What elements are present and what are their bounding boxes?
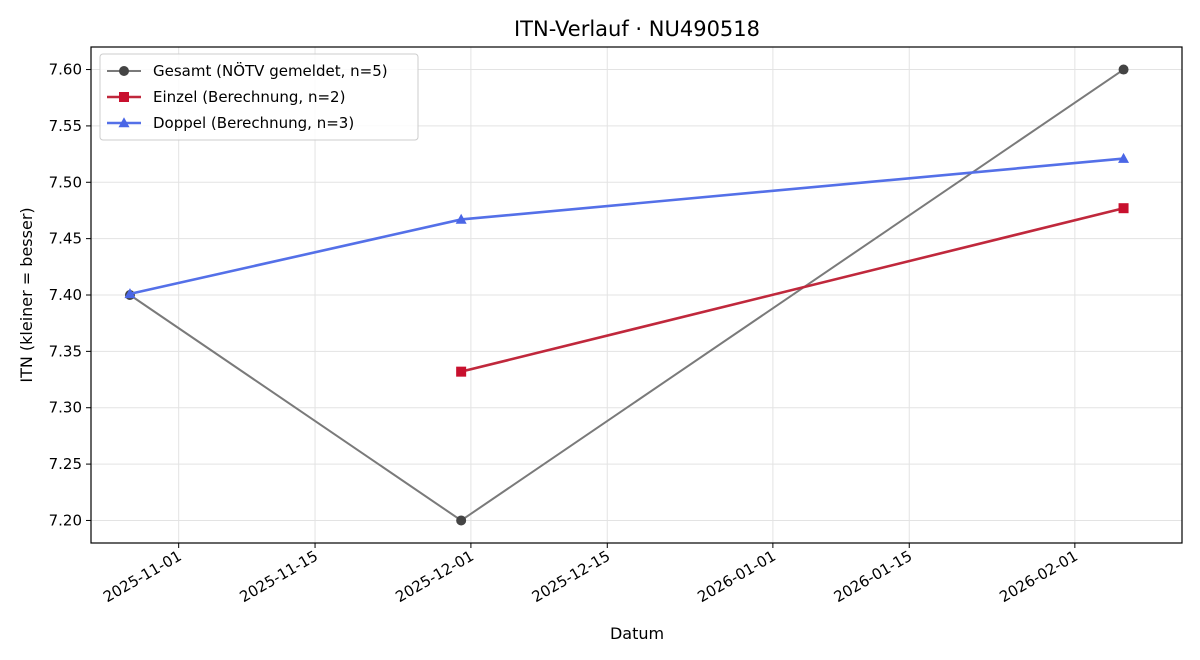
- x-tick-label: 2025-11-15: [237, 547, 322, 606]
- legend-label: Doppel (Berechnung, n=3): [153, 114, 354, 132]
- x-tick-label: 2025-12-15: [529, 547, 614, 606]
- legend-entry: Doppel (Berechnung, n=3): [107, 114, 354, 132]
- y-tick-label: 7.20: [49, 511, 82, 529]
- legend: Gesamt (NÖTV gemeldet, n=5) Einzel (Berec…: [99, 53, 419, 141]
- series-3: [124, 152, 1130, 299]
- data-point: [1118, 152, 1130, 163]
- y-tick-label: 7.40: [49, 286, 82, 304]
- x-tick-label: 2026-01-01: [694, 547, 779, 606]
- chart-title: ITN-Verlauf · NU490518: [514, 17, 760, 41]
- legend-box: [99, 53, 419, 141]
- data-point: [456, 366, 467, 377]
- y-tick-label: 7.35: [49, 342, 82, 360]
- legend-marker: [119, 66, 129, 76]
- data-point: [456, 515, 467, 526]
- y-axis-label: ITN (kleiner = besser): [17, 207, 36, 382]
- y-axis-ticks: 7.20 7.25 7.30 7.35 7.40 7.45 7.50 7.55 7.60: [49, 61, 91, 529]
- legend-entry: Gesamt (NÖTV gemeldet, n=5): [107, 61, 388, 80]
- series-2: [456, 203, 1129, 377]
- x-axis-label: Datum: [610, 624, 664, 643]
- x-tick-label: 2026-01-15: [831, 547, 916, 606]
- y-tick-label: 7.50: [49, 173, 82, 191]
- series-line: [129, 157, 1124, 296]
- x-tick-label: 2026-02-01: [996, 547, 1081, 606]
- data-point: [455, 213, 467, 224]
- y-tick-label: 7.30: [49, 399, 82, 417]
- series-layer: [124, 64, 1130, 526]
- y-tick-label: 7.45: [49, 230, 82, 248]
- x-tick-label: 2025-12-01: [392, 547, 477, 606]
- data-point: [1118, 203, 1129, 214]
- data-point: [124, 288, 136, 299]
- series-line: [460, 206, 1124, 373]
- legend-marker: [119, 92, 129, 102]
- legend-marker: [118, 117, 130, 128]
- legend-entry: Einzel (Berechnung, n=2): [107, 88, 345, 106]
- x-axis-ticks: 2025-11-01 2025-11-15 2025-12-01 2025-12-15…: [100, 543, 1081, 606]
- data-point: [1118, 64, 1129, 75]
- legend-label: Einzel (Berechnung, n=2): [153, 88, 345, 106]
- y-tick-label: 7.60: [49, 61, 82, 79]
- x-tick-label: 2025-11-01: [100, 547, 185, 606]
- y-tick-label: 7.55: [49, 117, 82, 135]
- y-tick-label: 7.25: [49, 455, 82, 473]
- legend-label: Gesamt (NÖTV gemeldet, n=5): [153, 61, 388, 80]
